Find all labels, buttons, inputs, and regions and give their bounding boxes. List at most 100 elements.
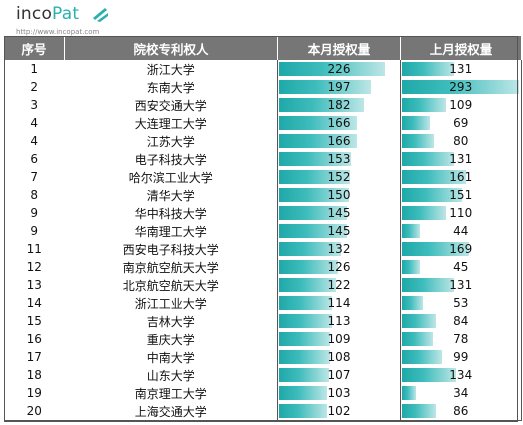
current-grants-value: 132 [327,242,351,256]
previous-grants-cell: 131 [400,150,522,168]
previous-grants-bar [402,80,519,94]
previous-grants-value: 293 [449,80,473,94]
rank-cell: 9 [30,206,39,220]
previous-grants-bar [402,404,437,418]
previous-grants-cell: 293 [400,78,522,96]
current-grants-cell: 107 [277,366,401,384]
rank-cell: 12 [26,260,42,274]
current-grants-cell: 145 [277,222,401,240]
current-grants-cell: 182 [277,96,401,114]
current-grants-bar [279,368,330,382]
previous-grants-value: 45 [453,260,469,274]
current-grants-value: 108 [327,350,351,364]
university-name-cell: 江苏大学 [146,134,195,149]
rank-cell: 19 [26,386,42,400]
previous-grants-cell: 151 [400,186,522,204]
previous-grants-cell: 69 [400,114,522,132]
table-row: 19 南京理工大学 103 34 [4,384,522,402]
table-row: 2 东南大学 197 293 [4,78,522,96]
table-header-row: 序号 院校专利权人 本月授权量 上月授权量 [4,36,521,60]
university-name-cell: 华南理工大学 [134,224,207,239]
rank-cell: 3 [30,98,39,112]
table-row: 15 吉林大学 113 84 [4,312,522,330]
previous-grants-cell: 53 [400,294,522,312]
current-grants-value: 113 [327,314,351,328]
previous-grants-cell: 131 [400,276,522,294]
current-grants-value: 166 [327,116,351,130]
current-grants-value: 107 [327,368,351,382]
table-row: 3 西安交通大学 182 109 [4,96,522,114]
current-grants-cell: 166 [277,114,401,132]
previous-grants-value: 134 [449,368,473,382]
current-grants-cell: 166 [277,132,401,150]
previous-grants-value: 80 [453,134,469,148]
header-current: 本月授权量 [277,36,401,60]
current-grants-value: 122 [327,278,351,292]
table-row: 11 西安电子科技大学 132 169 [4,240,522,258]
table-row: 9 华中科技大学 145 110 [4,204,522,222]
current-grants-value: 166 [327,134,351,148]
current-grants-cell: 122 [277,276,401,294]
current-grants-bar [279,242,341,256]
previous-grants-value: 53 [453,296,469,310]
university-name-cell: 吉林大学 [146,314,195,329]
logo-prefix: inco [16,4,53,24]
table-row: 4 江苏大学 166 80 [4,132,522,150]
previous-grants-value: 131 [449,62,473,76]
university-name-cell: 西安电子科技大学 [122,242,219,257]
table-row: 1 浙江大学 226 131 [4,60,522,78]
university-name-cell: 电子科技大学 [134,152,207,167]
previous-grants-bar [402,242,470,256]
table-row: 14 浙江工业大学 114 53 [4,294,522,312]
rank-cell: 9 [30,224,39,238]
current-grants-bar [279,206,347,220]
current-grants-value: 226 [327,62,351,76]
previous-grants-bar [402,350,442,364]
previous-grants-value: 69 [453,116,469,130]
current-grants-bar [279,98,365,112]
previous-grants-value: 109 [449,98,473,112]
current-grants-cell: 113 [277,312,401,330]
current-grants-value: 145 [327,206,351,220]
university-name-cell: 华中科技大学 [134,206,207,221]
rank-cell: 20 [4,402,65,421]
header-name: 院校专利权人 [64,36,278,60]
table-row: 9 华南理工大学 145 44 [4,222,522,240]
university-name-cell: 浙江大学 [146,62,195,77]
current-grants-value: 197 [327,80,351,94]
header-previous: 上月授权量 [400,36,521,60]
current-grants-bar [279,278,337,292]
current-grants-cell: 109 [277,330,401,348]
current-grants-value: 153 [327,152,351,166]
current-grants-bar [279,152,351,166]
current-grants-cell: 152 [277,168,401,186]
previous-grants-value: 34 [453,386,469,400]
logo-url: http://www.incopat.com [16,28,100,36]
university-name-cell: 浙江工业大学 [134,296,207,311]
previous-grants-bar [402,134,434,148]
rank-cell: 17 [26,350,42,364]
previous-grants-cell: 34 [400,384,522,402]
previous-grants-bar [402,278,455,292]
university-patent-ranking-table: 序号 院校专利权人 本月授权量 上月授权量 1 浙江大学 226 131 2 东南大学 19… [4,36,522,421]
university-name-cell: 东南大学 [146,80,195,95]
rank-cell: 14 [26,296,42,310]
previous-grants-bar [402,206,446,220]
previous-grants-bar [402,386,416,400]
previous-grants-cell: 169 [400,240,522,258]
previous-grants-cell: 45 [400,258,522,276]
previous-grants-bar [402,98,446,112]
table-row: 12 南京航空航天大学 126 45 [4,258,522,276]
university-name-cell: 西安交通大学 [134,98,207,113]
previous-grants-cell: 109 [400,96,522,114]
previous-grants-cell: 131 [400,60,522,78]
rank-cell: 13 [26,278,42,292]
table-row: 13 北京航空航天大学 122 131 [4,276,522,294]
current-grants-value: 145 [327,224,351,238]
rank-cell: 16 [26,332,42,346]
previous-grants-cell: 78 [400,330,522,348]
current-grants-bar [279,350,330,364]
university-name-cell: 上海交通大学 [64,402,278,421]
university-name-cell: 南京理工大学 [134,386,207,401]
university-name-cell: 大连理工大学 [134,116,207,131]
